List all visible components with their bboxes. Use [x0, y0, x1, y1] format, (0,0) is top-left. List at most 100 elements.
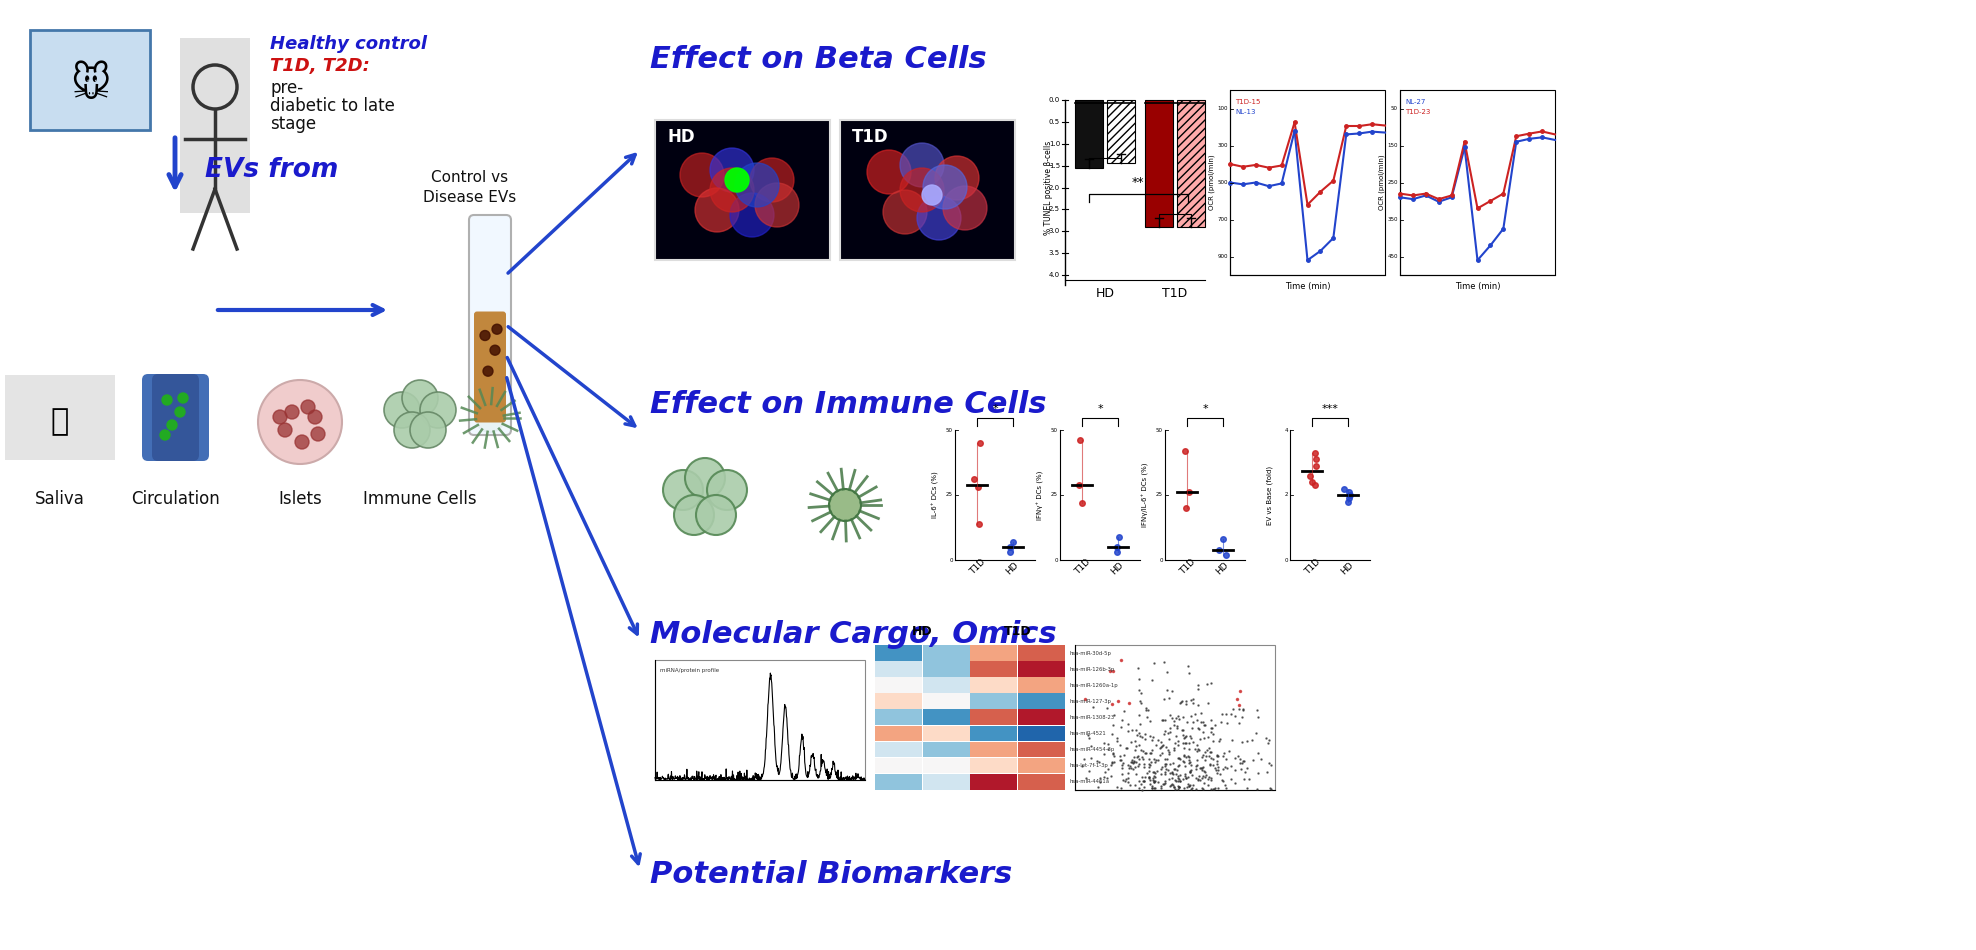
Circle shape: [294, 435, 308, 449]
FancyBboxPatch shape: [474, 312, 506, 423]
Text: 3.0: 3.0: [1049, 228, 1059, 235]
Text: 0: 0: [1055, 558, 1057, 562]
Circle shape: [680, 153, 723, 197]
Bar: [923, 774, 970, 789]
Text: ***: ***: [1322, 404, 1338, 414]
Text: hsa-let-7f-1-3p: hsa-let-7f-1-3p: [1069, 764, 1109, 769]
Circle shape: [476, 404, 504, 432]
Bar: [654, 660, 865, 780]
Text: Molecular Cargo, Omics: Molecular Cargo, Omics: [650, 620, 1057, 649]
Circle shape: [285, 405, 298, 419]
Text: Effect on Beta Cells: Effect on Beta Cells: [650, 45, 986, 74]
Text: 25: 25: [1156, 492, 1164, 498]
Bar: [970, 774, 1018, 789]
Text: 2.0: 2.0: [1049, 184, 1059, 191]
Circle shape: [409, 412, 447, 448]
Text: 3.5: 3.5: [1049, 250, 1059, 256]
Text: 🐭: 🐭: [69, 66, 111, 104]
Bar: [875, 758, 923, 773]
Circle shape: [674, 495, 713, 535]
Text: HD: HD: [1004, 560, 1020, 576]
Bar: [970, 742, 1018, 757]
Text: 0: 0: [1160, 558, 1164, 562]
Text: T1D-15: T1D-15: [1235, 99, 1261, 105]
Text: hsa-miR-1260a-1p: hsa-miR-1260a-1p: [1069, 683, 1118, 688]
Bar: [1018, 774, 1065, 789]
Text: miRNA/protein profile: miRNA/protein profile: [660, 668, 719, 673]
Bar: [840, 120, 1016, 260]
Circle shape: [308, 410, 322, 424]
Bar: [1401, 90, 1555, 275]
Text: EV vs Base (fold): EV vs Base (fold): [1267, 466, 1273, 524]
Text: Potential Biomarkers: Potential Biomarkers: [650, 860, 1012, 889]
Text: 1.5: 1.5: [1049, 162, 1059, 169]
Text: Saliva: Saliva: [36, 490, 85, 508]
Text: HD: HD: [1111, 560, 1126, 576]
Bar: [970, 661, 1018, 676]
Text: 25: 25: [947, 492, 952, 498]
Bar: [1018, 742, 1065, 757]
Text: 350: 350: [1387, 217, 1397, 222]
Bar: [923, 694, 970, 709]
Bar: [1018, 726, 1065, 741]
Text: 150: 150: [1387, 143, 1397, 148]
Bar: [923, 710, 970, 725]
Circle shape: [160, 430, 170, 440]
Bar: [970, 677, 1018, 693]
Text: HD: HD: [1215, 560, 1231, 576]
Text: Effect on Immune Cells: Effect on Immune Cells: [650, 390, 1047, 419]
Bar: [875, 742, 923, 757]
Bar: [1018, 661, 1065, 676]
Text: 0.0: 0.0: [1049, 97, 1059, 103]
Text: 250: 250: [1387, 180, 1397, 185]
Circle shape: [664, 470, 703, 510]
Text: Control vs
Disease EVs: Control vs Disease EVs: [423, 170, 516, 205]
Text: hsa-miR-4461a: hsa-miR-4461a: [1069, 779, 1109, 785]
Text: 4: 4: [1284, 428, 1288, 432]
Circle shape: [421, 392, 456, 428]
Bar: [875, 774, 923, 789]
Circle shape: [943, 186, 986, 230]
Text: stage: stage: [271, 115, 316, 133]
Bar: [923, 661, 970, 676]
Text: 50: 50: [947, 428, 952, 432]
Circle shape: [273, 410, 287, 424]
Circle shape: [176, 407, 186, 417]
Bar: [1178, 100, 1205, 227]
Text: *: *: [1201, 404, 1207, 414]
Bar: [923, 758, 970, 773]
Bar: [30, 30, 150, 130]
Bar: [875, 726, 923, 741]
Text: % TUNEL positive β-cells: % TUNEL positive β-cells: [1043, 141, 1053, 235]
Text: 50: 50: [1051, 428, 1057, 432]
Text: HD: HD: [1095, 287, 1114, 300]
Text: *: *: [992, 404, 998, 414]
Text: T1D: T1D: [852, 128, 889, 146]
Bar: [875, 661, 923, 676]
Circle shape: [482, 366, 492, 376]
Text: NL-27: NL-27: [1405, 99, 1425, 105]
Bar: [1018, 645, 1065, 660]
Circle shape: [492, 324, 502, 334]
Circle shape: [923, 165, 966, 209]
Bar: [875, 710, 923, 725]
Text: EVs from: EVs from: [206, 157, 338, 183]
Circle shape: [300, 400, 314, 414]
Text: 50: 50: [1156, 428, 1164, 432]
Circle shape: [259, 380, 342, 464]
Bar: [970, 645, 1018, 660]
Text: Immune Cells: Immune Cells: [364, 490, 476, 508]
Bar: [875, 694, 923, 709]
Circle shape: [480, 331, 490, 340]
Text: 1.0: 1.0: [1049, 141, 1059, 146]
Circle shape: [383, 392, 421, 428]
Text: 500: 500: [1217, 180, 1227, 185]
Text: IFNγ/IL-6⁺ DCs (%): IFNγ/IL-6⁺ DCs (%): [1142, 463, 1148, 527]
Circle shape: [168, 420, 178, 430]
Bar: [1018, 710, 1065, 725]
Circle shape: [935, 156, 978, 200]
Text: T1D, T2D:: T1D, T2D:: [271, 57, 370, 75]
Circle shape: [923, 185, 943, 205]
Bar: [180, 38, 251, 213]
Bar: [1018, 694, 1065, 709]
